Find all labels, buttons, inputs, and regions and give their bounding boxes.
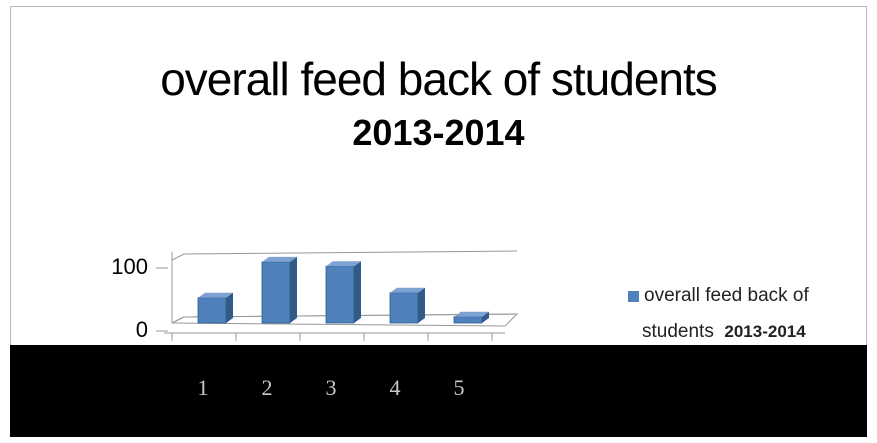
bar-side-5 [482,311,489,323]
bar-top-4 [390,287,425,293]
chart-floor [171,313,519,327]
black-band [10,345,867,437]
gridline-depth-1 [171,253,185,261]
legend-label-line-2: students 2013-2014 [642,321,873,343]
bar-front-2 [261,261,291,324]
bar-top-2 [262,256,297,262]
x-tick-label-3: 3 [326,375,337,400]
x-axis-ticks: 1 2 3 4 5 [198,375,465,400]
bar-front-5 [453,316,483,324]
bar-side-2 [290,256,297,323]
bar-side-1 [226,292,233,323]
gridline-1 [183,250,518,255]
bar-4 [389,287,425,324]
bar-top-5 [454,311,489,317]
bar-top-1 [198,292,233,298]
x-tick-label-4: 4 [390,375,401,400]
legend: overall feed back of students 2013-2014 [628,285,873,343]
chart-subtitle: 2013-2014 [352,112,525,153]
legend-label-part-2: students [642,321,714,342]
x-tick-label-1: 1 [198,375,209,400]
bar-side-3 [354,261,361,323]
legend-label-part-1: overall feed back of [644,285,809,306]
legend-label-part-3: 2013-2014 [724,322,806,341]
bar-1 [197,292,233,324]
y-axis-ticks: 0 100 [111,254,168,342]
bar-top-3 [326,261,361,267]
bar-front-3 [325,265,355,324]
bar-5 [453,311,489,324]
bar-3 [325,261,361,324]
bar-front-4 [389,292,419,324]
legend-swatch [628,290,639,302]
bar-front-1 [197,297,227,324]
bar-side-4 [418,287,425,323]
x-tick-label-2: 2 [262,375,273,400]
chart-title: overall feed back of students [160,53,718,105]
y-tick-label-100: 100 [111,254,148,279]
y-tick-label-0: 0 [136,317,148,342]
x-tick-label-5: 5 [454,375,465,400]
chart-bars [197,256,489,324]
bar-2 [261,256,297,324]
